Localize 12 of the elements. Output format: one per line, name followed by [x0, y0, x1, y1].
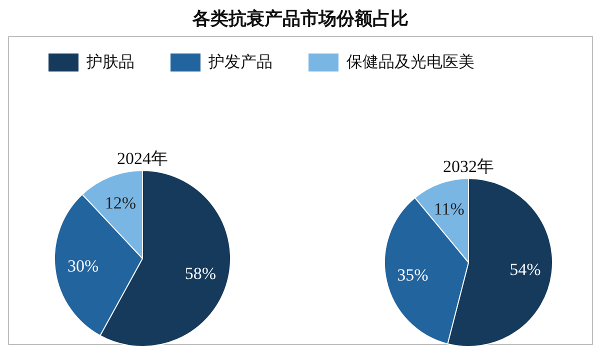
chart-title: 各类抗衰产品市场份额占比 [192, 8, 408, 28]
legend-label: 护发产品 [208, 53, 272, 71]
data-label: 54% [510, 260, 541, 280]
data-label: 35% [397, 265, 428, 284]
chart-subtitle: 2032年 [443, 157, 494, 176]
data-label: 58% [184, 264, 216, 283]
data-label: 11% [434, 199, 464, 218]
legend-label: 保健品及光电医美 [346, 53, 474, 71]
text: 2024年 [117, 149, 168, 168]
data-label: 30% [68, 256, 99, 276]
data-label: 12% [104, 193, 136, 212]
legend-label: 护肤品 [86, 53, 134, 71]
